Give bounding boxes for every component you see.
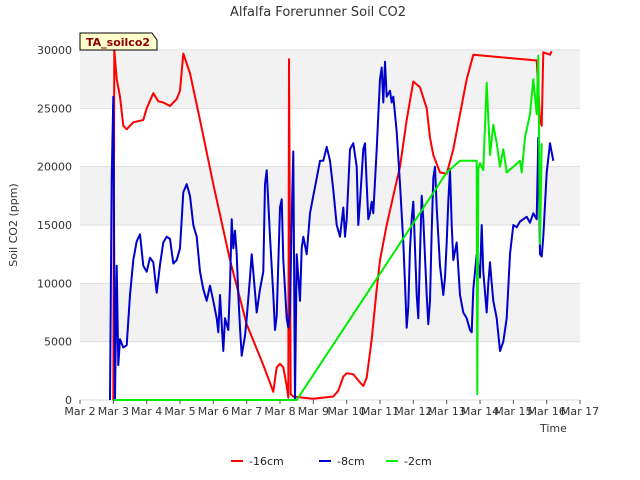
chart-title: Alfalfa Forerunner Soil CO2 [230, 5, 406, 20]
grid-band [80, 225, 580, 284]
badge-label: TA_soilco2 [86, 36, 150, 49]
x-tick-label: Mar 7 [231, 405, 262, 418]
x-axis-label: Time [539, 422, 567, 435]
y-tick-label: 5000 [44, 336, 72, 349]
x-tick-label: Mar 16 [528, 405, 566, 418]
y-axis: 0 5000 10000 15000 20000 25000 30000 [37, 44, 72, 407]
series-line-neg8cm [109, 60, 555, 401]
legend-label: -16cm [249, 455, 284, 468]
badge-background [79, 32, 158, 51]
series-lines [109, 49, 555, 401]
x-tick-label: Mar 2 [64, 405, 95, 418]
x-tick-label: Mar 9 [298, 405, 329, 418]
y-tick-label: 10000 [37, 277, 72, 290]
x-tick-label: Mar 12 [394, 405, 432, 418]
x-axis: Mar 2 Mar 3 Mar 4 Mar 5 Mar 6 Mar 7 Mar 8 Mar 9… [64, 400, 599, 418]
legend-label: -2cm [404, 455, 432, 468]
y-tick-label: 15000 [37, 219, 72, 232]
y-tick-label: 20000 [37, 161, 72, 174]
x-tick-label: Mar 14 [461, 405, 499, 418]
legend: -16cm -8cm -2cm [231, 455, 432, 468]
x-tick-label: Mar 10 [328, 405, 366, 418]
grid-band [80, 166, 580, 225]
x-tick-label: Mar 17 [561, 405, 599, 418]
y-axis-label: Soil CO2 (ppm) [7, 183, 20, 266]
x-tick-label: Mar 5 [164, 405, 195, 418]
grid-band [80, 50, 580, 109]
legend-label: -8cm [337, 455, 365, 468]
x-tick-label: Mar 6 [198, 405, 229, 418]
grid-band [80, 341, 580, 400]
grid-bands [80, 50, 580, 400]
grid-lines [80, 49, 580, 401]
x-tick-label: Mar 3 [98, 405, 129, 418]
x-tick-label: Mar 11 [361, 405, 399, 418]
x-tick-label: Mar 15 [494, 405, 532, 418]
series-line-neg2cm [113, 54, 543, 401]
x-tick-label: Mar 8 [264, 405, 295, 418]
y-tick-label: 0 [65, 394, 72, 407]
y-tick-label: 30000 [37, 44, 72, 57]
x-tick-label: Mar 13 [428, 405, 466, 418]
x-tick-label: Mar 4 [131, 405, 162, 418]
y-tick-label: 25000 [37, 102, 72, 115]
grid-band [80, 283, 580, 342]
badge: TA_soilco2 [79, 32, 158, 51]
series-line-neg16cm [112, 49, 553, 401]
